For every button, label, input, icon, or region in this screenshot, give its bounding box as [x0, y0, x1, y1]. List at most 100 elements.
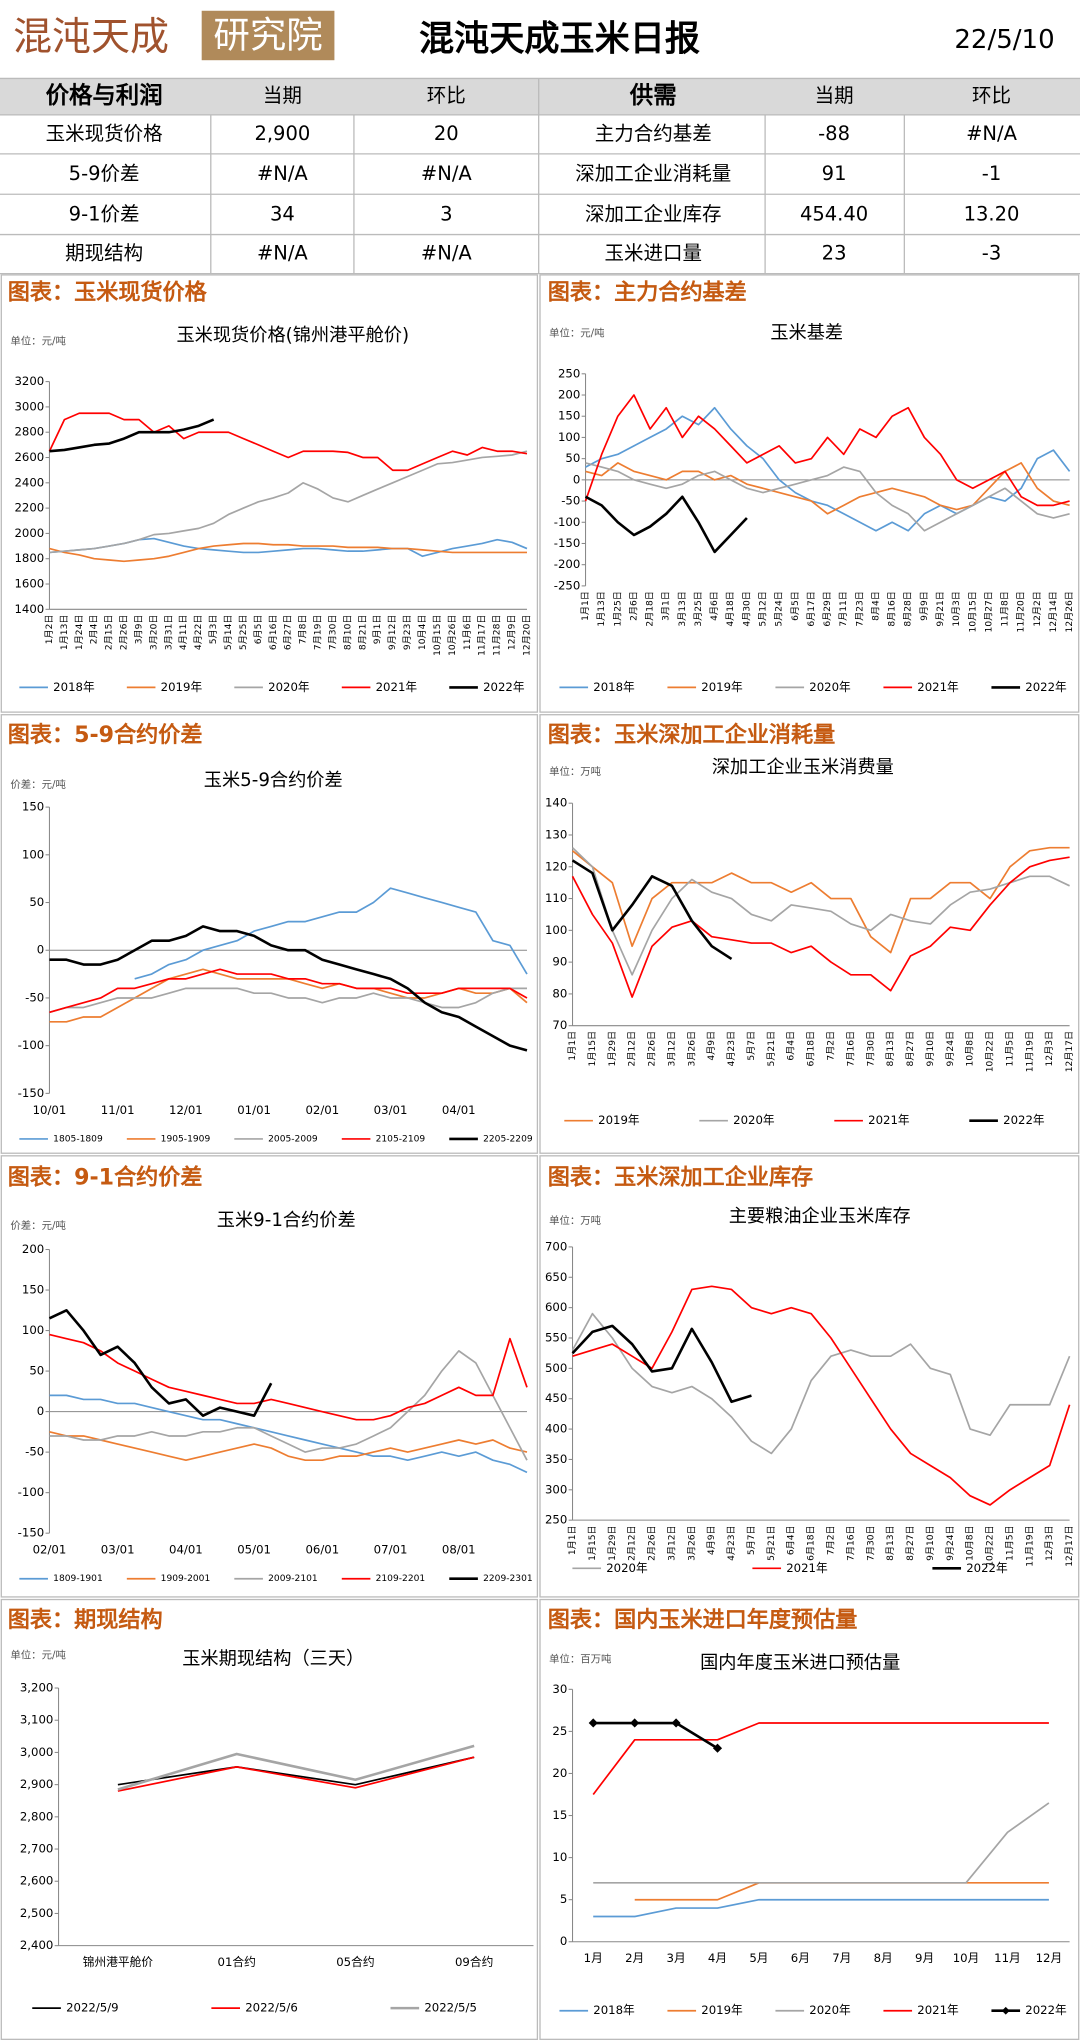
point-marker — [671, 1718, 681, 1728]
unit-label: 单位：万吨 — [549, 765, 601, 778]
x-tick-label: 6月17日 — [806, 591, 817, 627]
legend-label: 2009-2101 — [268, 1574, 318, 1584]
y-tick-label: 100 — [22, 1323, 44, 1337]
table-cell: 23 — [822, 242, 847, 265]
y-tick-label: 2800 — [14, 425, 44, 439]
x-tick-label: 12月20日 — [521, 615, 532, 656]
x-tick-label: 9月1日 — [372, 615, 383, 645]
x-tick-label: 2月26日 — [647, 1525, 658, 1561]
x-tick-label: 03/01 — [374, 1103, 408, 1117]
series-line — [593, 1721, 719, 1750]
series-line — [49, 925, 528, 1052]
x-tick-label: 8月27日 — [905, 1031, 916, 1067]
series-line — [585, 462, 1070, 532]
x-tick-label: 2月15日 — [104, 615, 115, 651]
x-tick-label: 10月27日 — [983, 591, 994, 632]
table-header: 当期 — [263, 84, 302, 107]
x-tick-label: 10月8日 — [965, 1031, 976, 1067]
legend-label: 2022年 — [1025, 2003, 1067, 2017]
series-line — [49, 450, 528, 554]
table-cell: #N/A — [257, 242, 308, 265]
x-tick-label: 5月7日 — [746, 1525, 757, 1555]
y-tick-label: 2200 — [14, 501, 44, 515]
report-title: 混沌天成玉米日报 — [419, 19, 700, 60]
y-tick-label: 50 — [29, 895, 44, 909]
x-tick-label: 8月13日 — [885, 1525, 896, 1561]
y-tick-label: 0 — [573, 472, 580, 486]
y-tick-label: -100 — [554, 515, 581, 529]
unit-label: 单位：元/吨 — [10, 334, 65, 347]
x-tick-label: 5月12日 — [758, 591, 769, 627]
y-tick-label: 2,700 — [20, 1842, 54, 1856]
y-tick-label: 30 — [552, 1682, 567, 1696]
y-tick-label: 100 — [22, 847, 44, 861]
legend-label: 2022年 — [1025, 680, 1067, 694]
series-line — [584, 394, 1070, 507]
legend-label: 2105-2109 — [376, 1134, 426, 1144]
y-tick-label: 1400 — [14, 602, 44, 616]
x-tick-label: 1月25日 — [612, 591, 623, 627]
x-tick-label: 12月3日 — [1044, 1525, 1055, 1561]
series-line — [49, 1350, 528, 1461]
y-tick-label: 3200 — [14, 374, 44, 388]
x-tick-label: 9月21日 — [935, 591, 946, 627]
y-tick-label: 90 — [552, 955, 567, 969]
table-cell: 454.40 — [800, 203, 868, 226]
table-cell: 3 — [440, 203, 452, 226]
y-tick-label: 2,400 — [20, 1938, 54, 1952]
y-tick-label: 0 — [37, 943, 44, 957]
chart-title: 玉米基差 — [770, 322, 843, 343]
y-tick-label: -50 — [561, 494, 580, 508]
logo-right: 研究院 — [213, 13, 322, 56]
x-tick-label: 3月12日 — [666, 1031, 677, 1067]
x-tick-label: 3月20日 — [148, 615, 159, 651]
x-tick-label: 4月9日 — [706, 1031, 717, 1061]
series-line — [48, 1308, 273, 1417]
report-date: 22/5/10 — [954, 25, 1054, 55]
series-line — [49, 987, 527, 1014]
x-tick-label: 5月 — [749, 1951, 768, 1965]
x-tick-label: 11月28日 — [492, 615, 503, 656]
y-tick-label: -200 — [554, 557, 581, 571]
y-tick-label: 150 — [22, 1283, 44, 1297]
x-tick-label: 8月4日 — [870, 591, 881, 621]
y-tick-label: 400 — [545, 1422, 567, 1436]
legend-label: 2018年 — [593, 2003, 635, 2017]
series-line — [593, 1802, 1050, 1884]
x-tick-label: 2月6日 — [628, 591, 639, 621]
y-tick-label: 3,200 — [20, 1681, 54, 1695]
x-tick-label: 4月 — [708, 1951, 727, 1965]
series-line — [571, 856, 1070, 998]
x-tick-label: 10月8日 — [965, 1525, 976, 1561]
table-cell: 13.20 — [964, 203, 1020, 226]
x-tick-label: 4月30日 — [741, 591, 752, 627]
x-tick-label: 04/01 — [442, 1103, 476, 1117]
x-tick-label: 3月26日 — [686, 1031, 697, 1067]
series-line — [592, 1722, 1049, 1795]
legend-label: 2020年 — [809, 680, 851, 694]
x-tick-label: 10月 — [953, 1951, 980, 1965]
y-tick-label: 50 — [565, 451, 580, 465]
series-line — [117, 1756, 475, 1792]
x-tick-label: 1月13日 — [596, 591, 607, 627]
series-line — [49, 537, 528, 558]
x-tick-label: 9月10日 — [925, 1525, 936, 1561]
y-tick-label: 300 — [545, 1482, 567, 1496]
chart-title: 深加工企业玉米消费量 — [712, 757, 894, 778]
legend-label: 2022/5/9 — [66, 2001, 119, 2015]
x-tick-label: 4月23日 — [726, 1525, 737, 1561]
legend-label: 2022年 — [483, 680, 525, 694]
x-tick-label: 3月12日 — [666, 1525, 677, 1561]
x-tick-label: 03/01 — [101, 1543, 135, 1557]
x-tick-label: 8月16日 — [887, 591, 898, 627]
x-tick-label: 7月30日 — [327, 615, 338, 651]
x-tick-label: 08/01 — [442, 1543, 476, 1557]
x-tick-label: 11月 — [994, 1951, 1021, 1965]
y-tick-label: -250 — [554, 578, 581, 592]
y-tick-label: 0 — [560, 1934, 567, 1948]
legend-label: 2022年 — [1003, 1113, 1045, 1127]
x-tick-label: 2月26日 — [647, 1031, 658, 1067]
x-tick-label: 11月5日 — [1004, 1031, 1015, 1067]
point-marker — [588, 1718, 598, 1728]
x-tick-label: 05/01 — [237, 1543, 271, 1557]
